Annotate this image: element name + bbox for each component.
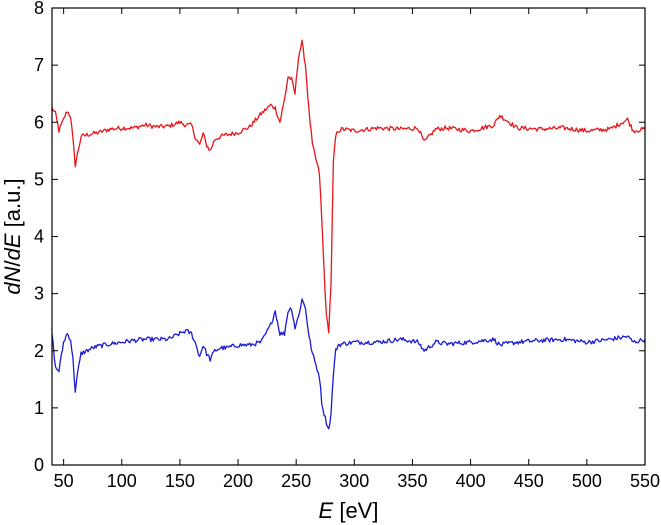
x-tick-label: 250 (281, 471, 311, 491)
series-line-2 (51, 298, 646, 430)
y-tick-label: 0 (34, 455, 44, 475)
y-tick-label: 7 (34, 55, 44, 75)
plot-frame (51, 7, 646, 466)
y-tick-label: 3 (34, 284, 44, 304)
y-tick-label: 5 (34, 169, 44, 189)
x-tick-label: 50 (54, 471, 74, 491)
y-axis-label-numerator: dN (0, 266, 25, 294)
y-axis-label-denominator: dE (0, 233, 25, 260)
x-tick-label: 400 (456, 471, 486, 491)
x-tick-label: 550 (630, 471, 660, 491)
x-tick-label: 100 (107, 471, 137, 491)
x-tick-label: 500 (572, 471, 602, 491)
x-tick-label: 150 (165, 471, 195, 491)
x-tick-label: 350 (397, 471, 427, 491)
x-axis-label: E [eV] (319, 498, 379, 523)
x-tick-label: 450 (514, 471, 544, 491)
x-axis-label-symbol: E (319, 498, 334, 523)
x-axis-label-unit: [eV] (333, 498, 378, 523)
x-tick-label: 200 (223, 471, 253, 491)
y-tick-label: 6 (34, 112, 44, 132)
y-tick-label: 4 (34, 227, 44, 247)
series-line-1 (51, 39, 646, 334)
y-tick-label: 8 (34, 0, 44, 18)
y-tick-label: 1 (34, 398, 44, 418)
y-tick-label: 2 (34, 341, 44, 361)
series-layer (51, 39, 646, 430)
x-tick-label: 300 (339, 471, 369, 491)
y-axis-label: dN/dE [a.u.] (0, 178, 25, 294)
y-axis-label-unit: [a.u.] (0, 178, 25, 233)
tick-layer: 50 100 150 200 250 300 350 400 450 500 550 0 1 2 3 4 5 6 7… (34, 0, 660, 491)
y-axis-label-separator: / (0, 259, 25, 266)
